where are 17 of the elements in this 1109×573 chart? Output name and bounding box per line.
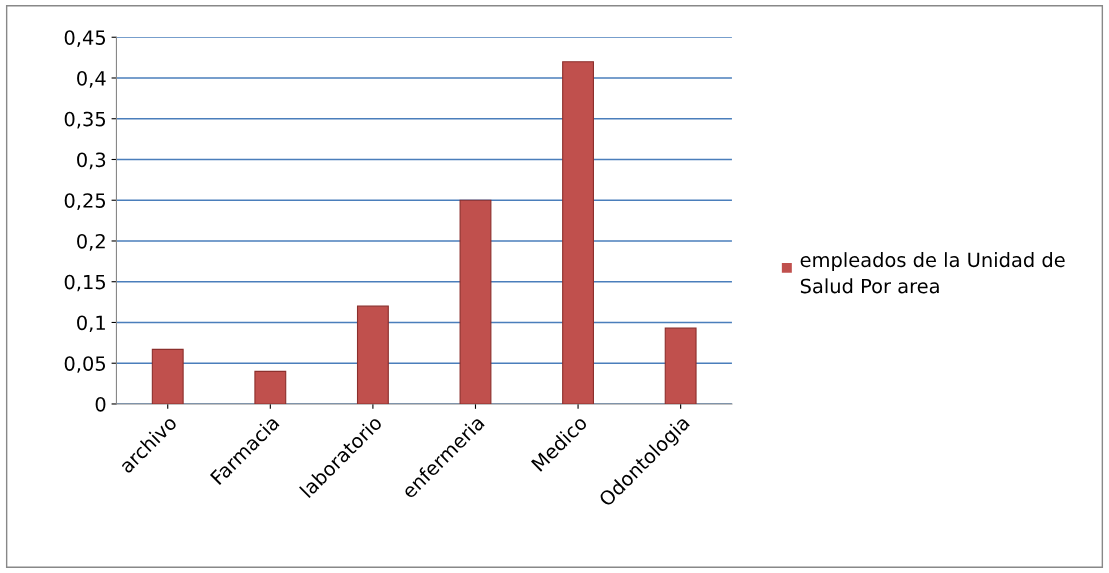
legend-label: empleados de la Unidad de Salud Por area — [800, 252, 1065, 294]
bar — [254, 370, 287, 404]
y-tick-label: 0,1 — [77, 315, 105, 333]
y-tick-label: 0,3 — [77, 152, 106, 170]
y-tick-label: 0,05 — [64, 356, 106, 373]
bar — [459, 199, 492, 404]
y-tick-label: 0,25 — [64, 193, 106, 210]
y-tick-label: 0 — [95, 396, 106, 412]
y-tick-label: 0,15 — [64, 274, 106, 292]
bar — [356, 305, 389, 404]
y-tick-label: 0,45 — [64, 30, 106, 47]
bar — [664, 327, 697, 404]
bar — [151, 348, 184, 404]
bar — [562, 61, 595, 404]
y-tick-label: 0,35 — [64, 111, 106, 129]
y-tick-label: 0,2 — [77, 233, 105, 251]
y-tick-label: 0,4 — [77, 70, 106, 88]
